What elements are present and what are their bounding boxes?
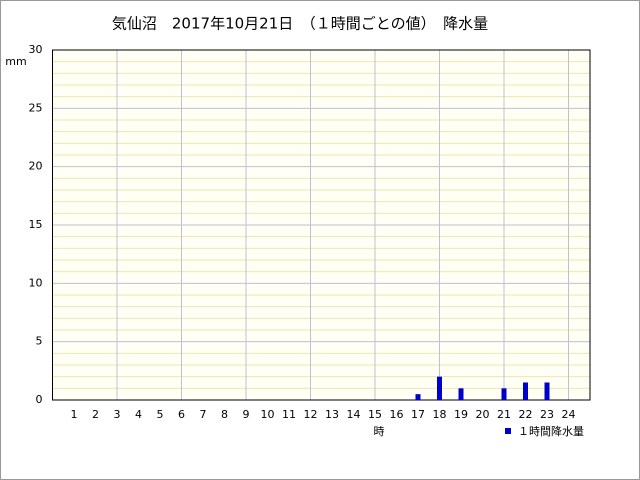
x-tick-label: 12 xyxy=(304,408,318,421)
x-tick-label: 16 xyxy=(390,408,404,421)
x-tick-label: 10 xyxy=(261,408,275,421)
x-tick-label: 7 xyxy=(200,408,207,421)
x-tick-label: 21 xyxy=(497,408,511,421)
y-tick-label: 15 xyxy=(29,218,43,231)
x-tick-label: 18 xyxy=(433,408,447,421)
y-axis-label: mm xyxy=(5,55,26,68)
x-tick-label: 22 xyxy=(519,408,533,421)
x-tick-label: 19 xyxy=(454,408,468,421)
legend-swatch xyxy=(505,428,511,434)
x-tick-label: 6 xyxy=(178,408,185,421)
x-tick-label: 3 xyxy=(114,408,121,421)
y-tick-label: 0 xyxy=(36,393,43,406)
x-tick-label: 4 xyxy=(135,408,142,421)
bar xyxy=(523,382,528,400)
x-tick-label: 8 xyxy=(221,408,228,421)
bar xyxy=(415,394,421,400)
x-axis-label: 時 xyxy=(374,425,385,438)
legend-label: １時間降水量 xyxy=(518,424,584,438)
chart-title: 気仙沼 2017年10月21日 （１時間ごとの値） 降水量 xyxy=(112,15,488,33)
bar xyxy=(437,376,442,400)
y-tick-label: 10 xyxy=(29,276,43,289)
plot-border xyxy=(52,49,591,401)
x-tick-label: 1 xyxy=(71,408,78,421)
y-tick-label: 20 xyxy=(29,160,43,173)
y-tick-label: 5 xyxy=(36,335,43,348)
bar xyxy=(544,382,550,400)
bar xyxy=(501,388,507,400)
x-tick-label: 2 xyxy=(92,408,99,421)
x-tick-label: 9 xyxy=(243,408,250,421)
y-tick-label: 25 xyxy=(29,101,43,114)
x-tick-label: 14 xyxy=(347,408,361,421)
x-tick-label: 17 xyxy=(411,408,425,421)
x-tick-label: 23 xyxy=(540,408,554,421)
x-tick-label: 11 xyxy=(282,408,296,421)
x-tick-label: 20 xyxy=(476,408,490,421)
bar xyxy=(458,388,464,400)
x-tick-label: 15 xyxy=(368,408,382,421)
x-tick-label: 13 xyxy=(325,408,339,421)
x-tick-label: 5 xyxy=(157,408,164,421)
y-tick-label: 30 xyxy=(29,43,43,56)
x-tick-label: 24 xyxy=(562,408,576,421)
